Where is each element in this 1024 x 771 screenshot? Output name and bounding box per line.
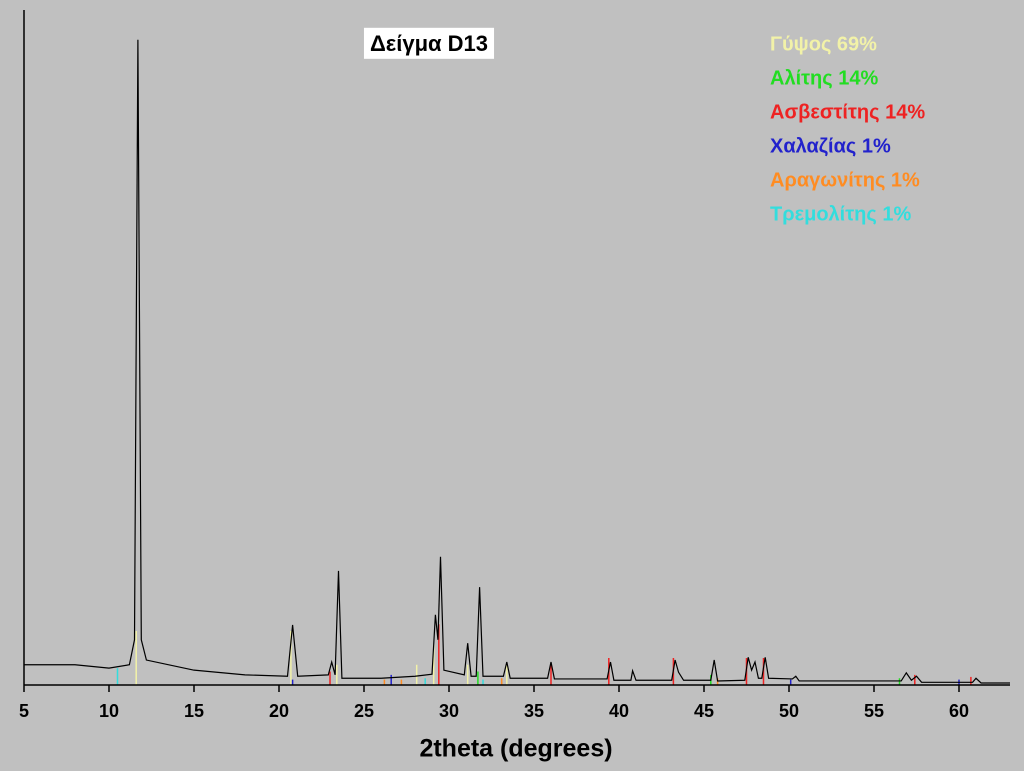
x-tick-label: 25 [354,701,374,721]
x-tick-label: 20 [269,701,289,721]
x-axis-label: 2theta (degrees) [419,735,612,763]
x-tick-label: 60 [949,701,969,721]
x-tick-label: 50 [779,701,799,721]
x-tick-label: 45 [694,701,714,721]
legend-entry: Αλίτης 14% [770,67,878,89]
legend-entry: Αραγωνίτης 1% [770,169,920,191]
title-box [363,27,495,59]
x-tick-label: 35 [524,701,544,721]
legend-entry: Τρεμολίτης 1% [770,203,911,225]
pattern-line [24,39,1010,684]
x-tick-label: 40 [609,701,629,721]
legend-entry: Χαλαζίας 1% [770,135,891,157]
x-tick-label: 10 [99,701,119,721]
legend-entry: Γύψος 69% [770,33,877,55]
x-tick-label: 15 [184,701,204,721]
x-tick-label: 55 [864,701,884,721]
x-tick-label: 30 [439,701,459,721]
x-tick-label: 5 [19,701,29,721]
legend-entry: Ασβεστίτης 14% [770,101,925,123]
chart-title: Δείγμα D13 [370,31,488,56]
